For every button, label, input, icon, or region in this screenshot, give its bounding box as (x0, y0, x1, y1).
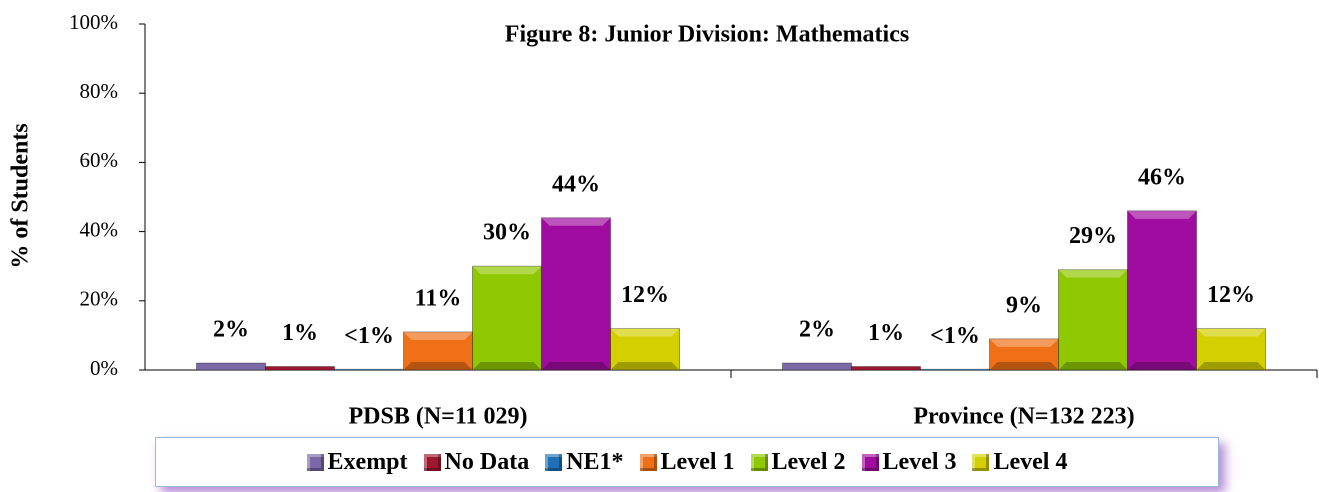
bar (610, 327, 680, 371)
legend-item: NE1* (545, 448, 624, 476)
value-label: 44% (552, 171, 600, 197)
legend-label: Level 3 (882, 448, 957, 475)
y-tick-label: 100% (69, 10, 118, 34)
legend-swatch (750, 453, 768, 471)
bar-group (920, 368, 990, 371)
value-label: <1% (344, 323, 394, 349)
bar-bevel (1058, 362, 1128, 370)
bar-group (1196, 327, 1266, 371)
bar-group (541, 217, 611, 371)
value-label: 12% (621, 282, 669, 308)
bar-group (782, 362, 852, 371)
value-label: 1% (868, 320, 904, 346)
y-tick-label: 60% (80, 148, 119, 172)
bar-bevel (1196, 362, 1266, 370)
bar-group (403, 331, 473, 371)
bar-bevel (472, 362, 542, 370)
legend-label: Level 2 (771, 448, 846, 475)
legend-item: Exempt (306, 448, 408, 476)
y-tick-label: 20% (80, 287, 119, 311)
bar-bevel (989, 362, 1059, 370)
legend-item: Level 3 (861, 448, 957, 476)
legend-swatch (639, 453, 657, 471)
bar-bevel (1058, 269, 1128, 278)
bar-bevel (989, 338, 1059, 347)
legend-label: NE1* (566, 448, 624, 475)
bar-group (610, 327, 680, 371)
legend-item: Level 4 (972, 449, 1067, 476)
x-tick-label: Province (N=132 223) (913, 404, 1134, 430)
bar (265, 366, 335, 371)
bar (782, 362, 852, 371)
bar-bevel (610, 328, 680, 337)
x-tick-label: PDSB (N=11 029) (348, 404, 527, 430)
bar-bevel (541, 217, 611, 226)
bar (851, 366, 921, 371)
value-label: 1% (282, 320, 318, 346)
value-label: 9% (1006, 292, 1042, 318)
legend-swatch (861, 453, 879, 471)
bar-bevel (1127, 362, 1197, 370)
bar (196, 362, 266, 371)
legend-label: Level 1 (660, 448, 735, 475)
y-tick-label: 80% (80, 79, 119, 103)
bar (1127, 210, 1197, 371)
value-label: 46% (1138, 164, 1186, 190)
legend-label: Level 4 (993, 448, 1068, 475)
legend-item: No Data (423, 448, 530, 476)
bar-bevel (541, 362, 611, 370)
bar-group (1127, 210, 1197, 371)
bar-bevel (1127, 210, 1197, 219)
bar-bevel (403, 362, 473, 370)
y-axis-label: % of Students (8, 123, 34, 268)
bar-group (989, 338, 1059, 371)
legend-label: No Data (444, 448, 530, 475)
legend-swatch (423, 453, 441, 471)
chart-title: Figure 8: Junior Division: Mathematics (505, 22, 909, 48)
value-label: 11% (415, 285, 462, 311)
bar-group (472, 265, 542, 371)
bar-group (1058, 269, 1128, 371)
legend-swatch (306, 453, 324, 471)
legend-item: Level 1 (639, 448, 735, 476)
bar (1196, 327, 1266, 371)
bar (541, 217, 611, 371)
bar-bevel (610, 362, 680, 370)
bar (334, 368, 404, 371)
bar-group (196, 362, 266, 371)
value-label: 29% (1069, 223, 1117, 249)
value-label: <1% (930, 323, 980, 349)
bar (920, 368, 990, 371)
bar (1058, 269, 1128, 371)
value-label: 12% (1207, 282, 1255, 308)
legend-label: Exempt (327, 448, 408, 475)
legend-item: Level 2 (750, 448, 846, 476)
bar-group (851, 366, 921, 371)
y-tick-label: 40% (80, 217, 119, 241)
bar-group (265, 366, 335, 371)
bar-group (334, 368, 404, 371)
value-label: 30% (483, 220, 531, 246)
legend: Exempt No Data NE1* Level 1 Level 2 Level 3 Le… (155, 437, 1219, 487)
bar-bevel (403, 331, 473, 340)
legend-swatch (972, 453, 990, 471)
bar (989, 338, 1059, 371)
bar-bevel (472, 266, 542, 275)
bar-bevel (1196, 328, 1266, 337)
y-tick-label: 0% (90, 356, 118, 380)
value-label: 2% (213, 317, 249, 343)
bar (472, 265, 542, 371)
value-label: 2% (799, 317, 835, 343)
legend-swatch (545, 453, 563, 471)
